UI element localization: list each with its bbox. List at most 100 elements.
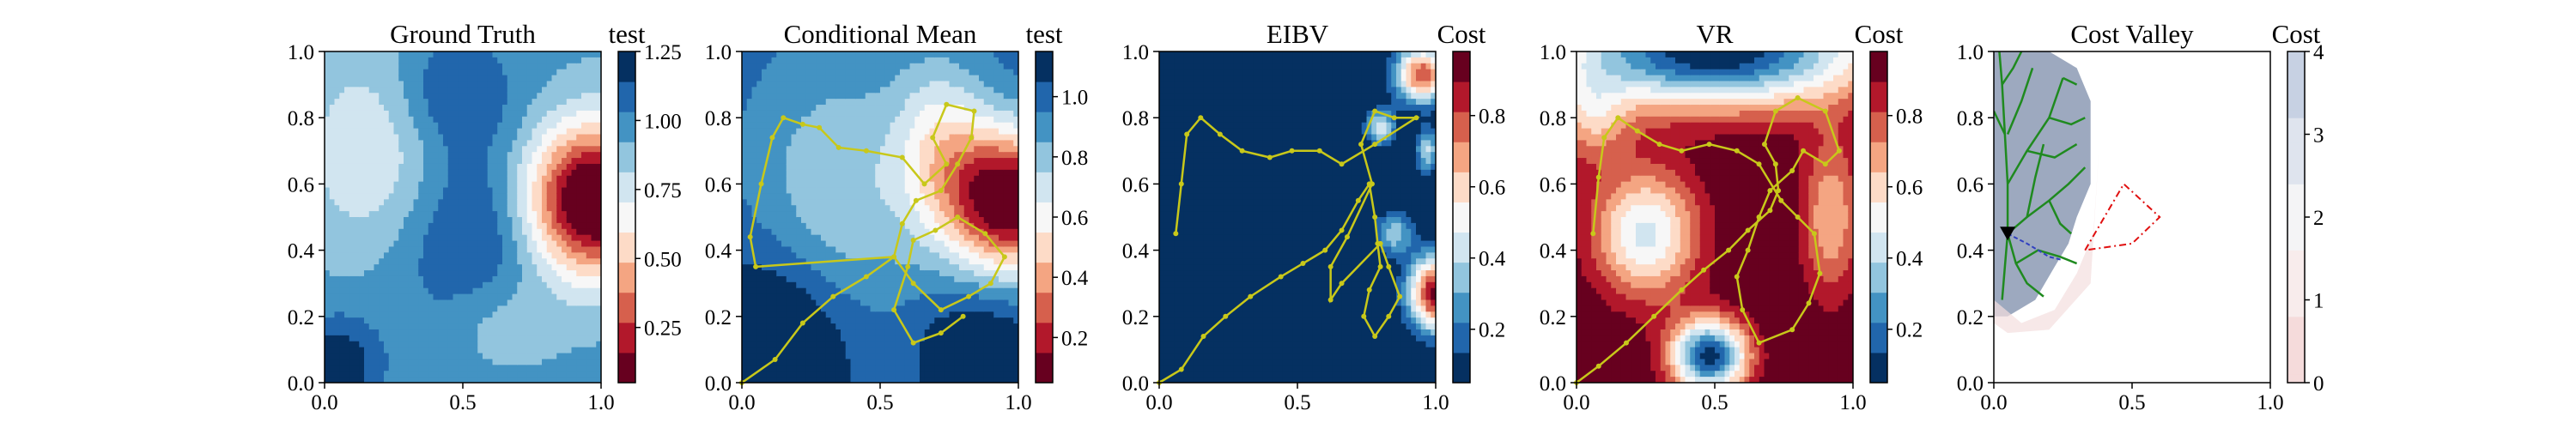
heatmap-cell xyxy=(865,140,872,147)
heatmap-cell xyxy=(791,122,797,130)
heatmap-cell xyxy=(845,317,852,324)
heatmap-cell xyxy=(884,377,891,383)
heatmap-cell xyxy=(349,69,355,76)
heatmap-cell xyxy=(379,187,385,195)
heatmap-cell xyxy=(453,299,459,306)
heatmap-cell xyxy=(581,246,587,253)
heatmap-cell xyxy=(512,69,518,76)
heatmap-cell xyxy=(811,305,817,312)
heatmap-cell xyxy=(762,75,768,82)
heatmap-cell xyxy=(850,110,856,118)
heatmap-cell xyxy=(791,211,797,218)
heatmap-cell xyxy=(821,347,827,354)
heatmap-cell xyxy=(786,152,793,159)
heatmap-cell xyxy=(596,128,601,136)
heatmap-cell xyxy=(596,69,601,76)
heatmap-cell xyxy=(507,341,513,348)
heatmap-cell xyxy=(325,152,331,159)
heatmap-cell xyxy=(776,365,782,372)
heatmap-cell xyxy=(433,158,439,165)
heatmap-cell xyxy=(895,323,901,330)
heatmap-cell xyxy=(433,211,439,218)
heatmap-cell xyxy=(751,353,757,360)
heatmap-cell xyxy=(359,146,365,153)
heatmap-cell xyxy=(551,105,557,112)
heatmap-cell xyxy=(532,377,538,383)
heatmap-cell xyxy=(830,240,836,248)
heatmap-cell xyxy=(805,234,812,242)
heatmap-cell xyxy=(368,152,375,159)
heatmap-cell xyxy=(546,270,553,277)
heatmap-cell xyxy=(517,99,523,106)
heatmap-cell xyxy=(771,57,777,64)
heatmap-cell xyxy=(438,217,444,224)
heatmap-cell xyxy=(746,264,753,271)
heatmap-cell xyxy=(865,234,872,242)
heatmap-cell xyxy=(368,193,375,200)
heatmap-cell xyxy=(576,341,582,348)
heatmap-cell xyxy=(900,110,906,118)
heatmap-cell xyxy=(791,228,797,236)
heatmap-cell xyxy=(855,317,861,324)
heatmap-cell xyxy=(458,57,464,64)
heatmap-cell xyxy=(364,122,370,130)
heatmap-cell xyxy=(791,299,797,306)
heatmap-cell xyxy=(408,287,415,295)
heatmap-cell xyxy=(398,134,404,141)
heatmap-cell xyxy=(334,371,340,378)
heatmap-cell xyxy=(791,99,797,106)
heatmap-cell xyxy=(517,146,523,153)
heatmap-cell xyxy=(781,187,787,195)
heatmap-cell xyxy=(502,311,508,318)
heatmap-cell xyxy=(344,264,350,271)
heatmap-cell xyxy=(841,264,847,271)
heatmap-cell xyxy=(404,252,410,259)
heatmap-cell xyxy=(398,287,404,295)
heatmap-cell xyxy=(359,199,365,206)
heatmap-cell xyxy=(746,353,753,360)
heatmap-cell xyxy=(364,275,370,283)
heatmap-cell xyxy=(532,258,538,265)
heatmap-cell xyxy=(487,323,494,330)
heatmap-cell xyxy=(562,353,568,360)
heatmap-cell xyxy=(850,199,856,206)
heatmap-cell xyxy=(364,169,370,177)
heatmap-cell xyxy=(398,228,404,236)
heatmap-cell xyxy=(771,128,777,136)
heatmap-cell xyxy=(566,211,573,218)
heatmap-cell xyxy=(537,234,543,242)
heatmap-cell xyxy=(880,146,886,153)
heatmap-cell xyxy=(870,341,876,348)
heatmap-cell xyxy=(811,335,817,342)
heatmap-cell xyxy=(546,134,553,141)
heatmap-cell xyxy=(771,217,777,224)
heatmap-cell xyxy=(517,275,523,283)
heatmap-cell xyxy=(359,99,365,106)
heatmap-cell xyxy=(413,51,419,58)
heatmap-cell xyxy=(537,258,543,265)
heatmap-cell xyxy=(805,311,812,318)
heatmap-cell xyxy=(339,169,345,177)
heatmap-cell xyxy=(596,87,601,94)
heatmap-cell xyxy=(325,181,331,189)
heatmap-cell xyxy=(453,199,459,206)
heatmap-cell xyxy=(325,329,331,336)
heatmap-cell xyxy=(388,329,395,336)
heatmap-cell xyxy=(551,57,557,64)
heatmap-cell xyxy=(865,211,872,218)
heatmap-cell xyxy=(423,175,429,183)
heatmap-cell xyxy=(325,305,331,312)
heatmap-cell xyxy=(865,293,872,301)
heatmap-cell xyxy=(591,99,597,106)
heatmap-cell xyxy=(566,205,573,212)
heatmap-cell xyxy=(556,122,562,130)
heatmap-cell xyxy=(884,199,891,206)
heatmap-cell xyxy=(413,193,419,200)
heatmap-cell xyxy=(825,158,832,165)
heatmap-cell xyxy=(517,240,523,248)
heatmap-cell xyxy=(433,75,439,82)
heatmap-cell xyxy=(433,187,439,195)
heatmap-cell xyxy=(586,335,592,342)
heatmap-cell xyxy=(551,258,557,265)
heatmap-cell xyxy=(766,81,773,88)
